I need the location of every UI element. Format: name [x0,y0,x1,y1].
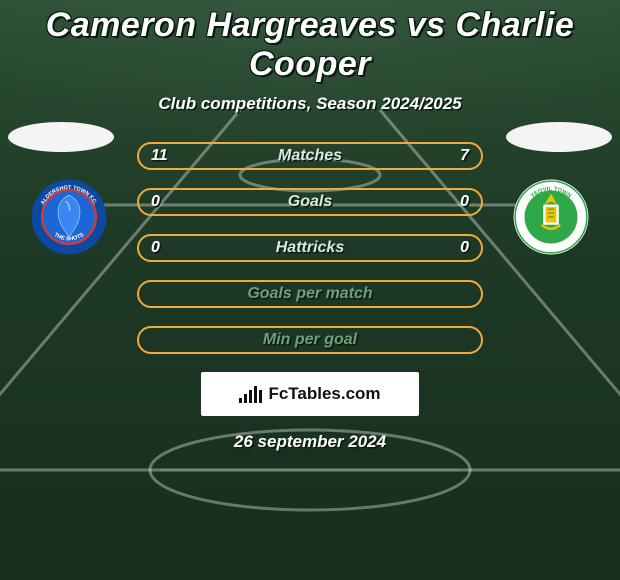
stat-label: Min per goal [263,331,357,349]
comparison-card: Cameron Hargreaves vs Charlie Cooper Clu… [0,0,620,452]
date-caption: 26 september 2024 [0,432,620,452]
stat-value-left: 0 [151,239,160,257]
season-subtitle: Club competitions, Season 2024/2025 [0,94,620,114]
stat-label: Hattricks [276,239,344,257]
page-title: Cameron Hargreaves vs Charlie Cooper [0,6,620,84]
brand-watermark: FcTables.com [201,372,419,416]
stat-row: Min per goal [137,326,483,354]
stat-value-left: 11 [151,147,168,165]
stat-row: Matches 11 7 [137,142,483,170]
stat-row: Hattricks 0 0 [137,234,483,262]
chart-icon [239,385,262,403]
stat-value-left: 0 [151,193,160,211]
stat-value-right: 0 [460,239,469,257]
stat-value-right: 7 [460,147,469,165]
stat-label: Goals per match [247,285,372,303]
stat-label: Goals [288,193,332,211]
stat-label: Matches [278,147,342,165]
stat-row: Goals per match [137,280,483,308]
stat-row: Goals 0 0 [137,188,483,216]
brand-text: FcTables.com [268,384,380,404]
stat-value-right: 0 [460,193,469,211]
stats-rows: Matches 11 7 Goals 0 0 Hattricks 0 0 Goals per ma… [0,142,620,354]
